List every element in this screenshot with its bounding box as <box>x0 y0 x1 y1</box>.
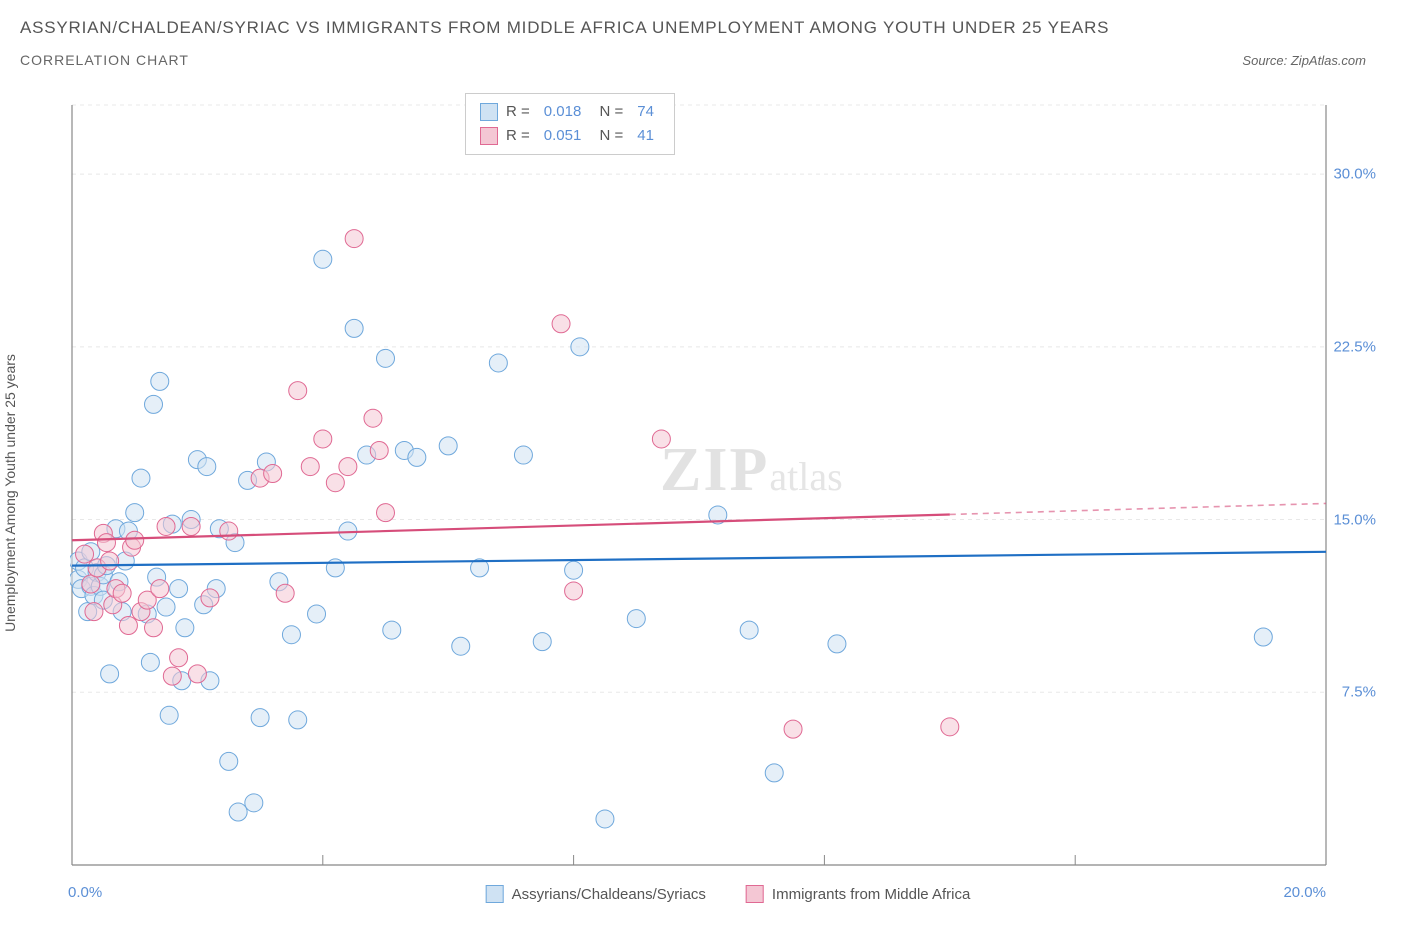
chart-subtitle: CORRELATION CHART <box>20 52 189 68</box>
source-attribution: Source: ZipAtlas.com <box>1242 53 1366 68</box>
legend-n-label: N = <box>595 100 623 124</box>
source-label: Source: <box>1242 53 1287 68</box>
y-tick-label: 7.5% <box>1342 684 1376 701</box>
legend-r-label: R = <box>506 100 530 124</box>
plot-area: R = 0.018 N = 74 R = 0.051 N = 41 ZIPatl… <box>70 95 1386 875</box>
x-tick-label: 20.0% <box>1283 884 1326 901</box>
bottom-legend-item1: Assyrians/Chaldeans/Syriacs <box>486 885 706 903</box>
legend-swatch-icon <box>480 127 498 145</box>
bottom-legend-label: Assyrians/Chaldeans/Syriacs <box>512 886 706 903</box>
source-value: ZipAtlas.com <box>1291 53 1366 68</box>
legend-swatch-icon <box>486 885 504 903</box>
subtitle-row: CORRELATION CHART Source: ZipAtlas.com <box>20 52 1386 68</box>
chart-header: ASSYRIAN/CHALDEAN/SYRIAC VS IMMIGRANTS F… <box>0 0 1406 68</box>
correlation-legend: R = 0.018 N = 74 R = 0.051 N = 41 <box>465 93 675 155</box>
y-tick-label: 15.0% <box>1333 511 1376 528</box>
scatter-svg <box>70 95 1386 875</box>
y-tick-label: 22.5% <box>1333 338 1376 355</box>
legend-n-label: N = <box>595 124 623 148</box>
legend-n-value: 41 <box>637 124 654 148</box>
y-axis-label: Unemployment Among Youth under 25 years <box>2 354 18 632</box>
legend-r-label: R = <box>506 124 530 148</box>
legend-r-value: 0.051 <box>544 124 582 148</box>
legend-swatch-icon <box>746 885 764 903</box>
legend-row-series1: R = 0.018 N = 74 <box>480 100 660 124</box>
bottom-legend: Assyrians/Chaldeans/Syriacs Immigrants f… <box>486 885 971 903</box>
bottom-legend-label: Immigrants from Middle Africa <box>772 886 970 903</box>
legend-swatch-icon <box>480 103 498 121</box>
chart-container: Unemployment Among Youth under 25 years … <box>20 95 1386 875</box>
legend-r-value: 0.018 <box>544 100 582 124</box>
x-tick-label: 0.0% <box>68 884 102 901</box>
legend-row-series2: R = 0.051 N = 41 <box>480 124 660 148</box>
chart-title: ASSYRIAN/CHALDEAN/SYRIAC VS IMMIGRANTS F… <box>20 18 1386 38</box>
bottom-legend-item2: Immigrants from Middle Africa <box>746 885 970 903</box>
y-tick-label: 30.0% <box>1333 166 1376 183</box>
legend-n-value: 74 <box>637 100 654 124</box>
